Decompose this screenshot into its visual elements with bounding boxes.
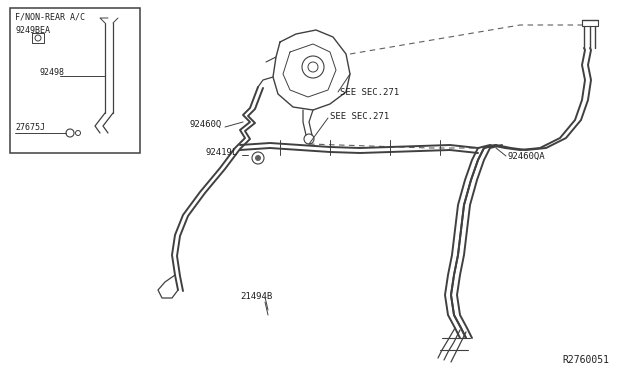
Text: 92419L: 92419L [205,148,237,157]
Text: 92460Q: 92460Q [190,120,222,129]
Text: 27675J: 27675J [15,123,45,132]
Text: R2760051: R2760051 [562,355,609,365]
Circle shape [255,155,261,161]
Text: 21494B: 21494B [240,292,272,301]
Text: F/NON-REAR A/C: F/NON-REAR A/C [15,12,85,21]
Text: SEE SEC.271: SEE SEC.271 [340,88,399,97]
Text: 92460QA: 92460QA [508,152,546,161]
Text: 92498: 92498 [40,68,65,77]
Bar [10,8,140,153]
Text: 9249BEA: 9249BEA [15,26,50,35]
Text: SEE SEC.271: SEE SEC.271 [330,112,389,121]
